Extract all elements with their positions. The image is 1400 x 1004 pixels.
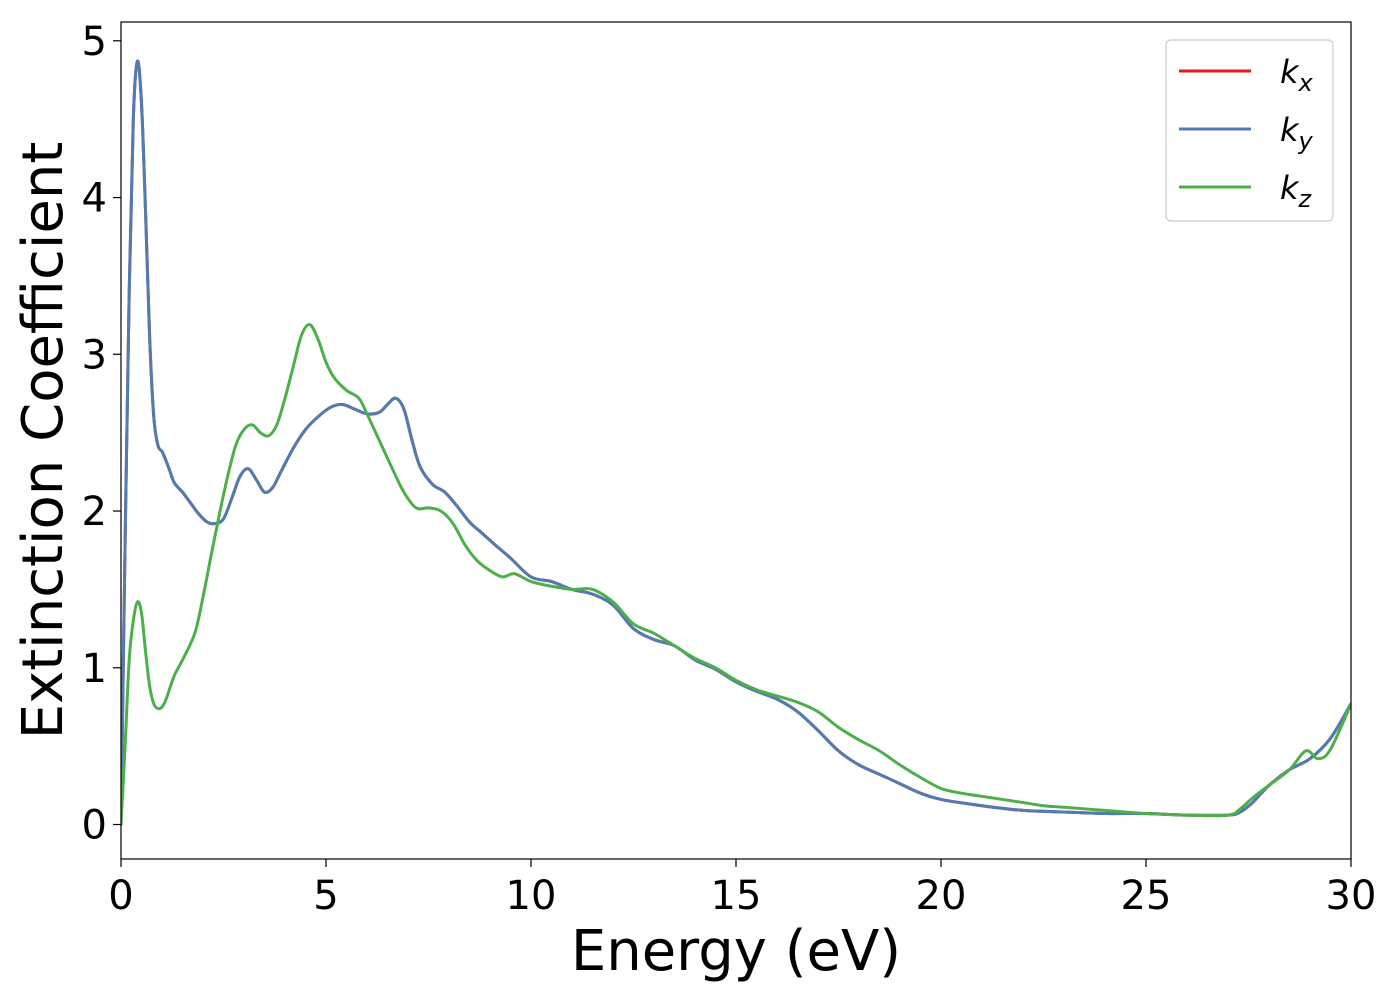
x-tick-label: 10 bbox=[506, 873, 557, 919]
series-layer bbox=[121, 59, 1351, 827]
y-tick-label: 2 bbox=[82, 489, 107, 535]
x-tick-label: 5 bbox=[313, 873, 338, 919]
legend: kx ky kz bbox=[1165, 39, 1334, 222]
legend-label-y: ky bbox=[1280, 111, 1314, 155]
x-tick-label: 30 bbox=[1326, 873, 1377, 919]
legend-label-x: kx bbox=[1280, 53, 1314, 97]
y-axis-ticks: 0 1 2 3 4 5 bbox=[82, 19, 121, 849]
y-tick-label: 1 bbox=[82, 646, 107, 692]
y-tick-label: 3 bbox=[82, 332, 107, 378]
x-tick-label: 20 bbox=[916, 873, 967, 919]
y-tick-label: 4 bbox=[82, 176, 107, 222]
y-tick-label: 0 bbox=[82, 803, 107, 849]
x-tick-label: 25 bbox=[1121, 873, 1172, 919]
x-axis-ticks: 0 5 10 15 20 25 30 bbox=[108, 859, 1376, 919]
x-axis-label: Energy (eV) bbox=[571, 919, 901, 984]
x-tick-label: 15 bbox=[711, 873, 762, 919]
legend-label-z: kz bbox=[1280, 169, 1313, 213]
x-tick-label: 0 bbox=[108, 873, 133, 919]
y-axis-label: Extinction Coefficient bbox=[11, 142, 76, 740]
series-line-y bbox=[121, 59, 1351, 827]
series-line-z bbox=[121, 323, 1351, 827]
y-tick-label: 5 bbox=[82, 19, 107, 65]
